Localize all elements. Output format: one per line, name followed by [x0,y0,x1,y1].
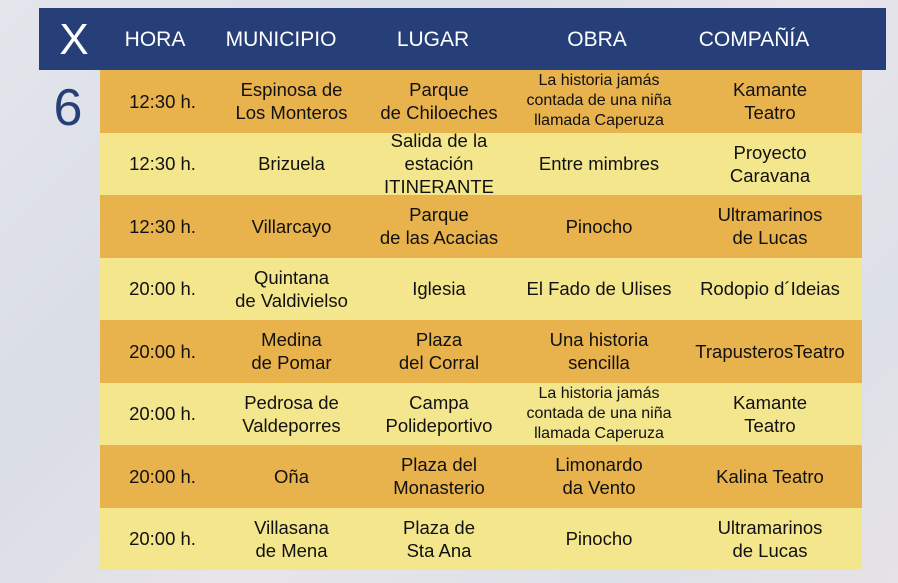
cell-municipio: Oña [274,465,309,487]
cell-compania: Kamante Teatro [732,79,808,124]
table-row: 20:00 h. Quintana de Valdivielso Iglesia El… [100,257,862,320]
column-header-municipio: MUNICIPIO [225,28,337,51]
table-row: 12:30 h. Espinosa de Los Monteros Parque d… [100,70,862,133]
cell-obra: Entre mimbres [538,153,660,175]
cell-municipio: Villarcayo [251,215,332,237]
cell-lugar: Plaza del Corral [398,329,480,374]
cell-hora: 20:00 h. [129,278,196,300]
cell-municipio: Medina de Pomar [251,329,332,374]
cell-compania: Ultramarinos de Lucas [717,204,823,249]
cell-compania: TrapusterosTeatro [695,340,845,362]
cell-municipio: Villasana de Mena [254,516,329,561]
cell-compania: Kalina Teatro [716,465,824,487]
cell-compania: Kamante Teatro [732,391,808,436]
cell-lugar: Plaza de Sta Ana [403,516,475,561]
cell-lugar: Parque de las Acacias [379,204,499,249]
cell-hora: 12:30 h. [129,153,196,175]
cell-lugar: Iglesia [412,278,466,300]
table-row: 12:30 h. Brizuela Salida de la estación IT… [100,130,862,197]
cell-obra: Pinocho [565,215,633,237]
cell-compania: Proyecto Caravana [729,141,811,186]
cell-obra: Limonardo da Vento [555,454,643,499]
cell-hora: 20:00 h. [129,340,196,362]
cell-municipio: Pedrosa de Valdeporres [242,391,341,436]
cell-compania: Rodopio d´Ideias [700,278,840,300]
table-row: 20:00 h. Pedrosa de Valdeporres Campa Poli… [100,382,862,445]
cell-municipio: Brizuela [258,153,325,175]
table-row: 12:30 h. Villarcayo Parque de las Acacias P… [100,195,862,258]
day-number: 6 [53,79,83,137]
cell-lugar: Campa Polideportivo [385,391,493,436]
column-header-lugar: LUGAR [396,28,470,51]
cell-municipio: Espinosa de Los Monteros [235,79,348,124]
cell-obra: La historia jamás contada de una niña ll… [526,72,672,130]
schedule-table: 12:30 h. Espinosa de Los Monteros Parque d… [100,70,862,570]
cell-obra: Una historia sencilla [549,329,649,374]
column-header-hora: HORA [124,28,186,51]
cell-hora: 20:00 h. [129,528,196,550]
table-header: X HORA MUNICIPIO LUGAR OBRA COMPAÑÍA [39,8,886,70]
cell-lugar: Plaza del Monasterio [393,454,485,499]
cell-obra: El Fado de Ulises [526,278,672,300]
cell-obra: Pinocho [565,528,633,550]
table-row: 20:00 h. Villasana de Mena Plaza de Sta An… [100,507,862,570]
cell-lugar: Parque de Chiloeches [380,79,498,124]
table-row: 20:00 h. Oña Plaza del Monasterio Limonardo… [100,445,862,508]
cell-hora: 20:00 h. [129,403,196,425]
day-name: X [59,15,89,64]
cell-lugar: Salida de la estación ITINERANTE [384,130,494,198]
cell-municipio: Quintana de Valdivielso [235,266,348,311]
cell-hora: 20:00 h. [129,465,196,487]
cell-obra: La historia jamás contada de una niña ll… [526,384,672,442]
cell-hora: 12:30 h. [129,215,196,237]
table-row: 20:00 h. Medina de Pomar Plaza del Corral U… [100,320,862,383]
column-header-obra: OBRA [567,28,627,51]
cell-hora: 12:30 h. [129,90,196,112]
column-header-compania: COMPAÑÍA [698,28,810,51]
cell-compania: Ultramarinos de Lucas [717,516,823,561]
